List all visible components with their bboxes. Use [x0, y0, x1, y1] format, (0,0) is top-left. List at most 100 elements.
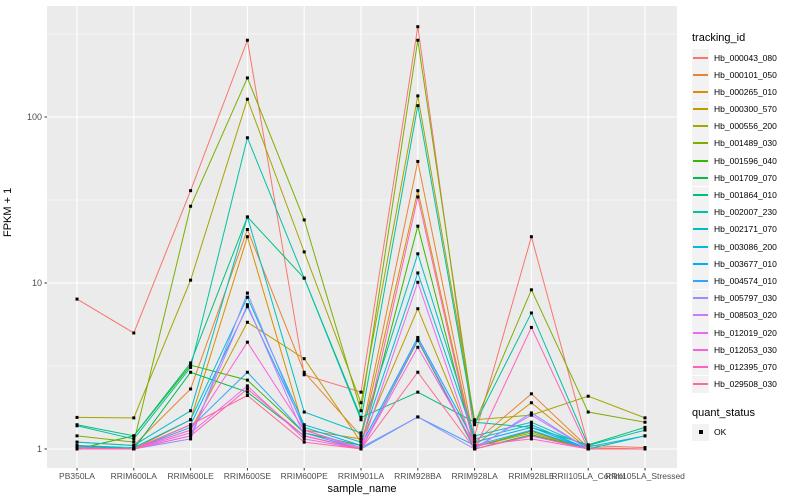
legend-key-swatch [692, 49, 709, 66]
legend-line-icon [693, 348, 708, 351]
data-point [189, 204, 193, 208]
data-point [416, 415, 420, 419]
legend-line-icon [693, 262, 708, 265]
y-tick-label: 1 [37, 444, 42, 454]
data-point [416, 104, 420, 108]
legend-item-Hb_012019_020: Hb_012019_020 [692, 324, 798, 341]
legend-key-swatch [692, 117, 709, 135]
legend-item-Hb_002007_230: Hb_002007_230 [692, 203, 798, 221]
data-point [586, 394, 590, 398]
data-point [473, 420, 477, 424]
legend-key-swatch [692, 203, 709, 221]
legend-item-Hb_000101_050: Hb_000101_050 [692, 66, 798, 84]
legend-line-icon [693, 228, 708, 231]
data-point [302, 425, 306, 429]
data-point [643, 416, 647, 420]
legend-line-icon [693, 90, 708, 93]
legend-key-swatch [692, 289, 709, 307]
data-point [416, 38, 420, 42]
x-tick-label: RRIM928LA [451, 471, 498, 481]
data-point [643, 425, 647, 429]
data-point [132, 440, 136, 444]
x-tick-label: RRIM600LE [167, 471, 214, 481]
data-point [529, 288, 533, 292]
legend-item-label: Hb_012019_020 [714, 327, 777, 338]
data-point [302, 370, 306, 374]
legend-line-icon [693, 73, 708, 76]
x-tick-label: RRIM901LA [338, 471, 385, 481]
legend-item-label: Hb_000300_570 [714, 104, 777, 115]
x-tick-label: RRIM928BA [394, 471, 442, 481]
legend-key-swatch [692, 83, 709, 101]
square-point-icon [698, 430, 703, 435]
legend-key-swatch [692, 306, 709, 324]
data-point [416, 189, 420, 193]
legend-item-label: Hb_029508_030 [714, 379, 777, 390]
data-point [416, 271, 420, 275]
legend-key-swatch [692, 169, 709, 187]
data-point [245, 76, 249, 80]
tracking-id-legend-items: Hb_000043_080 Hb_000101_050 Hb_000265_010 H… [692, 49, 798, 393]
legend-key-swatch [692, 375, 709, 393]
data-point [302, 434, 306, 438]
legend-item-Hb_012053_030: Hb_012053_030 [692, 341, 798, 359]
data-point [529, 325, 533, 329]
legend-line-icon [693, 383, 708, 386]
data-point [189, 370, 193, 374]
legend-line-icon [693, 279, 708, 282]
data-point [189, 363, 193, 367]
data-point [529, 434, 533, 438]
legend-key-swatch [692, 324, 709, 341]
legend: tracking_id Hb_000043_080 Hb_000101_050 Hb… [692, 32, 798, 441]
data-point [132, 416, 136, 420]
data-point [189, 434, 193, 438]
data-point [359, 409, 363, 413]
legend-item-Hb_008503_020: Hb_008503_020 [692, 306, 798, 324]
data-point [473, 423, 477, 427]
legend-item-label: Hb_012395_070 [714, 361, 777, 372]
legend-key-swatch [692, 255, 709, 273]
data-point [473, 447, 477, 451]
legend-item-Hb_001709_070: Hb_001709_070 [692, 169, 798, 187]
data-point [359, 447, 363, 451]
data-point [416, 345, 420, 349]
data-point [189, 437, 193, 441]
legend-item-label: Hb_005797_030 [714, 293, 777, 304]
data-point [302, 440, 306, 444]
data-point [473, 440, 477, 444]
legend-key-swatch [692, 100, 709, 118]
legend-key-swatch [692, 341, 709, 359]
legend-item-label: Hb_012053_030 [714, 344, 777, 355]
data-point [416, 339, 420, 343]
y-tick-label: 100 [27, 112, 42, 122]
legend-line-icon [693, 142, 708, 145]
legend-title-tracking-id: tracking_id [692, 32, 746, 44]
data-point [302, 437, 306, 441]
data-point [529, 420, 533, 424]
legend-item-Hb_000265_010: Hb_000265_010 [692, 83, 798, 101]
data-point [416, 252, 420, 256]
x-tick-label: RRIM600LA [111, 471, 158, 481]
legend-key-swatch [692, 238, 709, 256]
x-tick-label: RRIM600PE [281, 471, 329, 481]
data-point [75, 297, 79, 301]
legend-item-label: Hb_000043_080 [714, 52, 777, 63]
legend-line-icon [693, 365, 708, 368]
legend-key-swatch [692, 152, 709, 170]
data-point [245, 370, 249, 374]
quant-status-label: OK [714, 427, 727, 438]
legend-key-swatch [692, 186, 709, 204]
data-point [132, 331, 136, 335]
data-point [75, 440, 79, 444]
data-point [473, 418, 477, 422]
legend-key-swatch [692, 220, 709, 238]
legend-item-label: Hb_002007_230 [714, 207, 777, 218]
legend-item-label: Hb_008503_020 [714, 310, 777, 321]
legend-item-Hb_000556_200: Hb_000556_200 [692, 117, 798, 135]
x-axis-title: sample_name [327, 483, 397, 495]
x-tick-label: RRIM600SE [224, 471, 272, 481]
data-point [132, 437, 136, 441]
data-point [416, 25, 420, 29]
legend-line-icon [693, 211, 708, 214]
data-point [245, 97, 249, 101]
